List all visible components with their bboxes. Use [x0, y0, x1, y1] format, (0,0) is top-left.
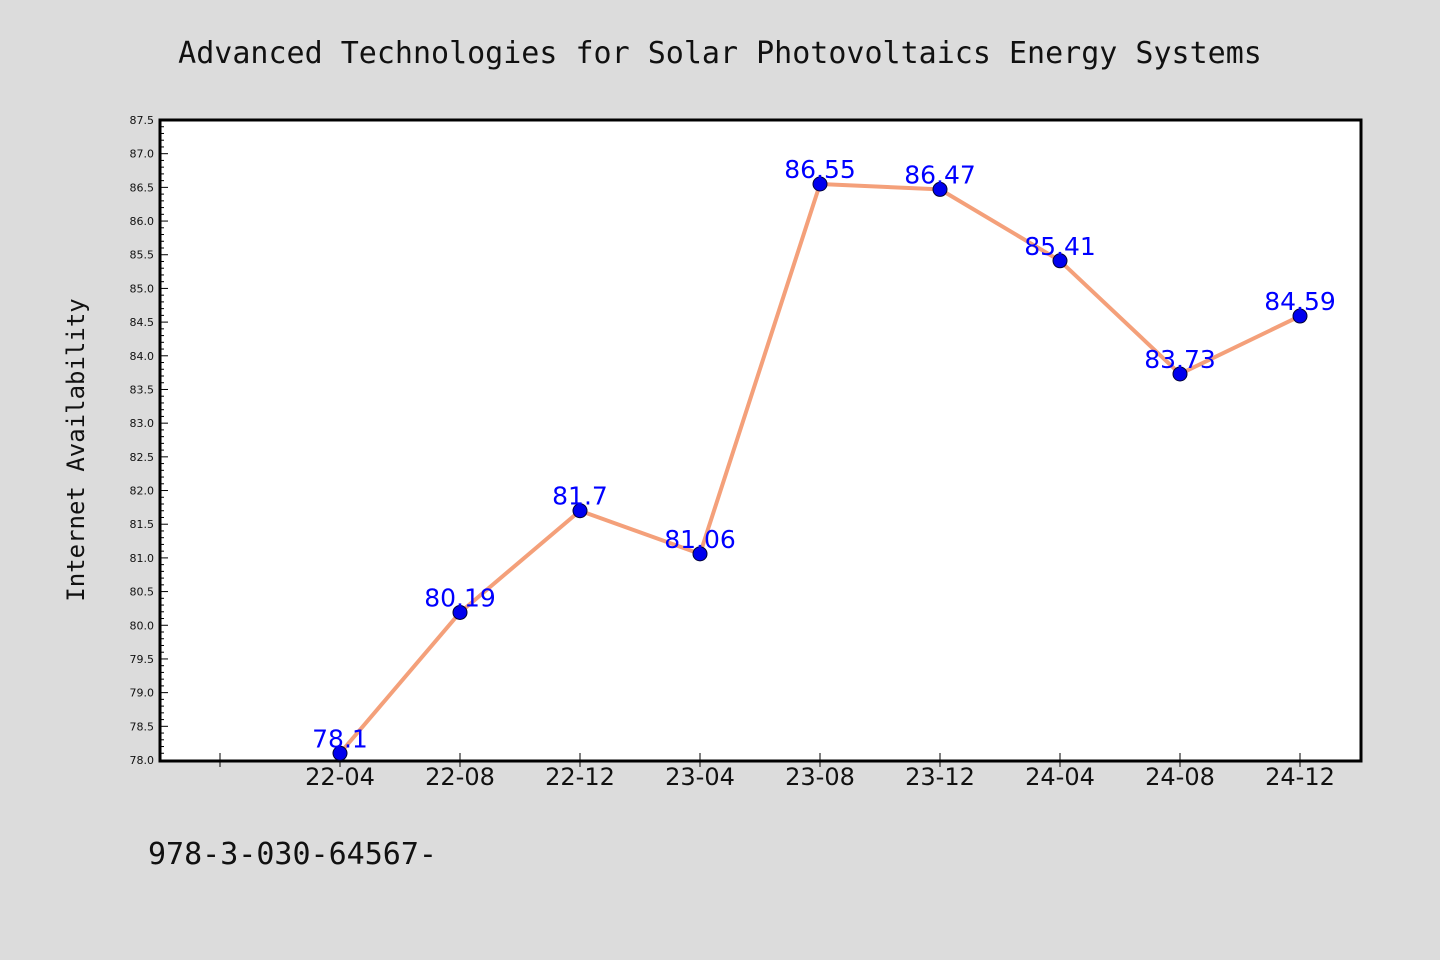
- y-tick-label: 79.0: [130, 687, 155, 700]
- y-tick-label: 87.0: [130, 148, 155, 161]
- data-point: [1172, 366, 1188, 382]
- data-point: [812, 176, 828, 192]
- y-tick-label: 86.5: [130, 181, 155, 194]
- series-markers: [332, 176, 1308, 761]
- data-point: [452, 604, 468, 620]
- y-tick-label: 82.0: [130, 485, 155, 498]
- y-tick-label: 78.0: [130, 754, 155, 767]
- y-tick-label: 85.0: [130, 282, 155, 295]
- data-label: 78.1: [312, 724, 368, 753]
- x-tick-label: 23-08: [785, 763, 855, 791]
- x-axis: 22-04 22-08 22-12 23-04 23-08 23-12 24-04 24-08…: [219, 753, 1335, 791]
- data-point: [572, 503, 588, 519]
- y-tick-label: 84.5: [130, 316, 155, 329]
- y-tick-label: 84.0: [130, 350, 155, 363]
- data-label: 85.41: [1024, 232, 1096, 261]
- data-label: 86.55: [784, 155, 856, 184]
- x-tick-label: 24-08: [1145, 763, 1215, 791]
- data-point: [1052, 253, 1068, 269]
- y-tick-label: 86.0: [130, 215, 155, 228]
- data-label: 83.73: [1144, 345, 1216, 374]
- x-tick-label: 24-12: [1265, 763, 1335, 791]
- x-tick-label: 23-12: [905, 763, 975, 791]
- plot-area: [158, 118, 1363, 763]
- data-point: [932, 181, 948, 197]
- y-tick-label: 83.0: [130, 417, 155, 430]
- x-tick-label: 22-12: [545, 763, 615, 791]
- data-labels: 78.1 80.19 81.7 81.06 86.55 86.47 85.41 83.73 84…: [312, 155, 1336, 753]
- x-tick-label: 24-04: [1025, 763, 1095, 791]
- y-tick-label: 85.5: [130, 249, 155, 262]
- data-label: 81.7: [552, 482, 608, 511]
- y-tick-label: 78.5: [130, 720, 155, 733]
- data-point: [332, 745, 348, 761]
- y-tick-label: 82.5: [130, 451, 155, 464]
- data-label: 84.59: [1264, 287, 1336, 316]
- y-tick-label: 87.5: [130, 114, 155, 127]
- y-tick-label: 80.5: [130, 586, 155, 599]
- data-point: [692, 546, 708, 562]
- data-label: 81.06: [664, 525, 736, 554]
- isbn-footer: 978-3-030-64567-: [148, 837, 437, 872]
- y-tick-label: 79.5: [130, 653, 155, 666]
- data-label: 86.47: [904, 160, 976, 189]
- y-tick-label: 81.5: [130, 518, 155, 531]
- y-tick-label: 83.5: [130, 383, 155, 396]
- y-axis-label: Internet Availability: [62, 298, 90, 601]
- y-tick-label: 81.0: [130, 552, 155, 565]
- x-tick-label: 22-08: [425, 763, 495, 791]
- data-point: [1292, 308, 1308, 324]
- x-tick-label: 22-04: [305, 763, 375, 791]
- y-axis: 78.0 78.5 79.0 79.5 80.0 80.5 81.0 81.5 82.0 82.5…: [130, 114, 168, 767]
- y-tick-label: 80.0: [130, 619, 155, 632]
- chart-title: Advanced Technologies for Solar Photovol…: [178, 36, 1262, 71]
- data-label: 80.19: [424, 583, 496, 612]
- x-tick-label: 23-04: [665, 763, 735, 791]
